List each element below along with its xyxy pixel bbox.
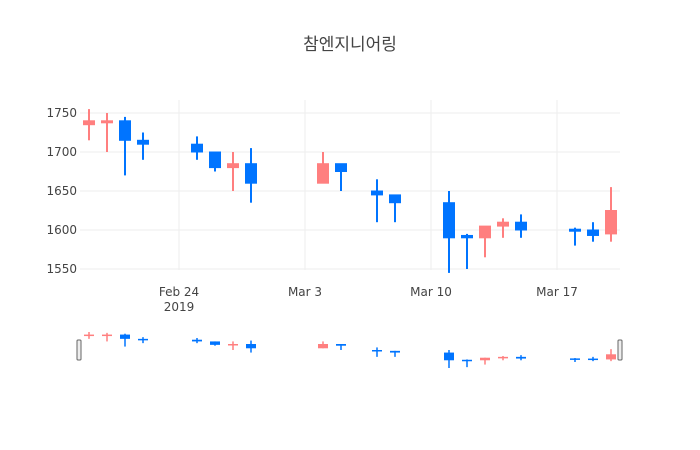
- x-tick-label: Feb 24: [159, 285, 199, 299]
- candle[interactable]: [137, 132, 149, 160]
- x-tick-label: Mar 10: [410, 285, 452, 299]
- slider-candle: [336, 344, 346, 350]
- range-slider-preview: [84, 332, 616, 368]
- slider-candle: [462, 359, 472, 368]
- y-tick-label: 1700: [46, 145, 77, 159]
- slider-candle: [120, 333, 130, 347]
- candle[interactable]: [389, 194, 401, 223]
- slider-candle: [318, 341, 328, 349]
- candle[interactable]: [515, 214, 527, 238]
- slider-candle: [606, 349, 616, 362]
- slider-candle: [192, 338, 202, 344]
- x-tick-label: Mar 3: [288, 285, 322, 299]
- candle[interactable]: [101, 113, 113, 152]
- candle[interactable]: [443, 191, 455, 273]
- slider-candle: [228, 341, 238, 350]
- range-slider-left-handle[interactable]: [76, 339, 82, 361]
- candle[interactable]: [461, 233, 473, 269]
- slider-candle: [390, 350, 400, 357]
- slider-candle: [102, 332, 112, 342]
- candle[interactable]: [119, 116, 131, 176]
- range-slider[interactable]: [76, 332, 623, 368]
- y-tick-label: 1650: [46, 184, 77, 198]
- slider-candle: [84, 332, 94, 339]
- y-axis: 1550 1600 1650 1700 1750: [46, 106, 77, 276]
- candle[interactable]: [569, 227, 581, 246]
- range-slider-right-handle[interactable]: [617, 339, 623, 361]
- grid-lines: [80, 100, 620, 270]
- candle[interactable]: [479, 225, 491, 258]
- candle[interactable]: [191, 136, 203, 160]
- slider-candle: [210, 341, 220, 346]
- slider-candle: [246, 340, 256, 353]
- slider-candle: [588, 356, 598, 362]
- slider-candle: [138, 337, 148, 344]
- y-tick-label: 1600: [46, 223, 77, 237]
- candle[interactable]: [83, 109, 95, 141]
- slider-candle: [372, 347, 382, 357]
- candle[interactable]: [245, 148, 257, 203]
- candle[interactable]: [371, 179, 383, 223]
- slider-candle: [516, 355, 526, 361]
- candle[interactable]: [227, 152, 239, 191]
- y-tick-label: 1550: [46, 262, 77, 276]
- candle[interactable]: [209, 151, 221, 172]
- candle[interactable]: [317, 152, 329, 184]
- slider-candle: [444, 350, 454, 368]
- candle[interactable]: [497, 218, 509, 238]
- x-tick-label: Mar 17: [536, 285, 578, 299]
- candle[interactable]: [605, 187, 617, 242]
- slider-candle: [480, 357, 490, 365]
- candlestick-series[interactable]: [83, 109, 617, 273]
- candle[interactable]: [587, 222, 599, 242]
- slider-candle: [570, 358, 580, 362]
- chart-title: 참엔지니어링: [303, 35, 397, 55]
- candle[interactable]: [335, 163, 347, 191]
- x-tick-year-label: 2019: [164, 300, 195, 314]
- y-tick-label: 1750: [46, 106, 77, 120]
- slider-candle: [498, 356, 508, 361]
